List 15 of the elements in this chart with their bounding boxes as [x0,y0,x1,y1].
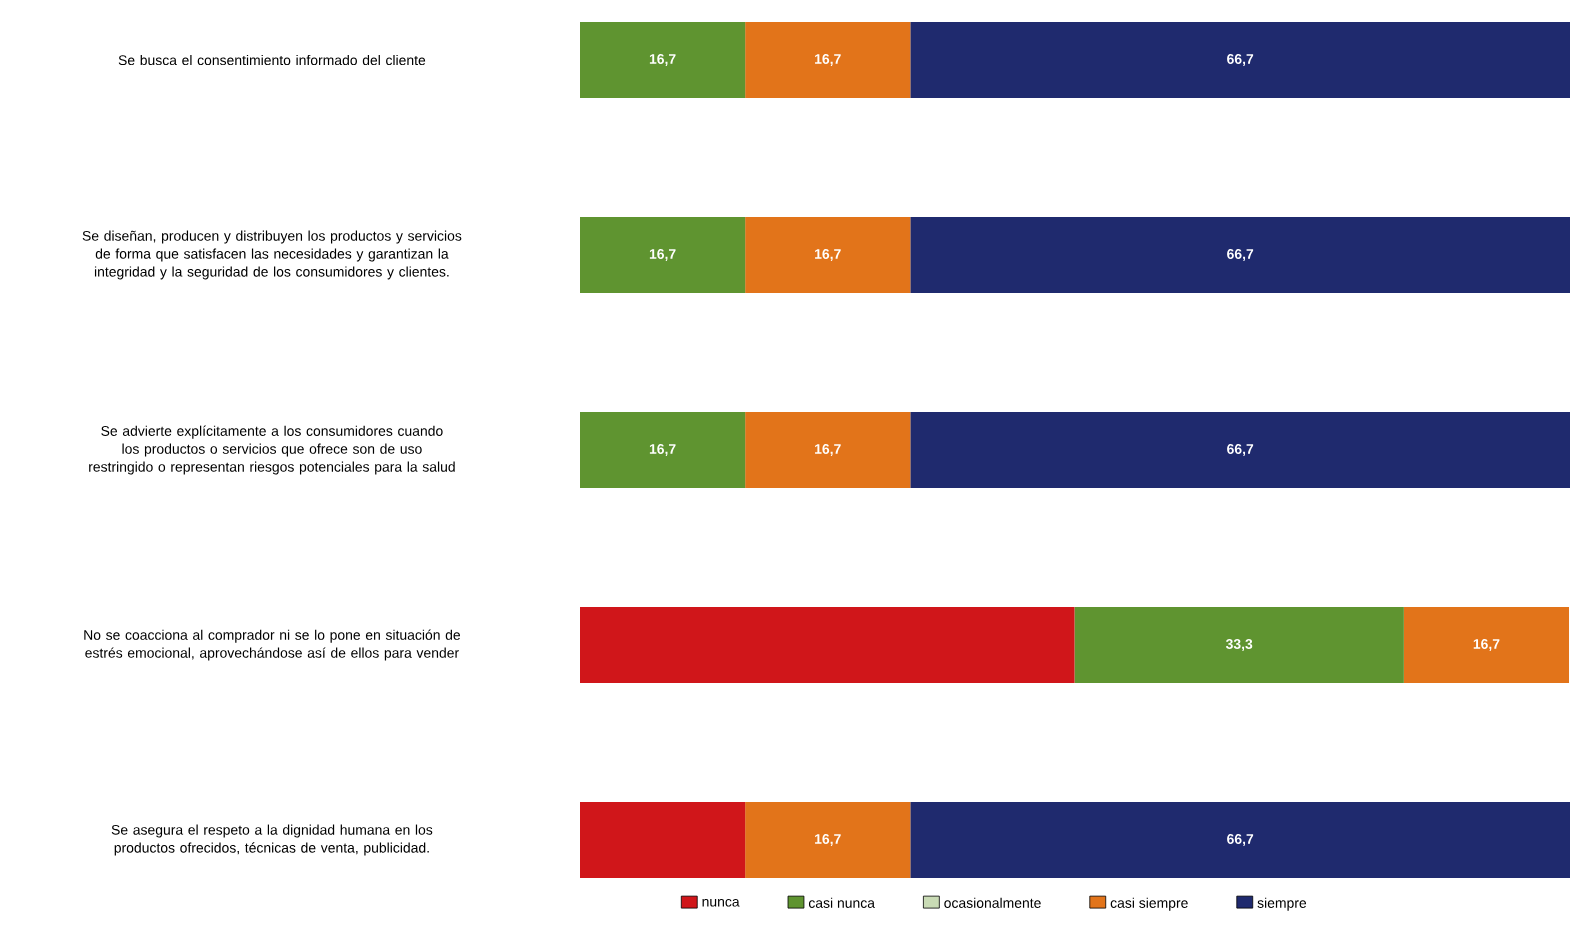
bar [580,802,746,879]
bar [580,217,746,294]
bar [580,607,1075,684]
bar [745,412,911,489]
bar [910,22,1570,98]
bar [1403,607,1570,684]
bar [745,217,911,294]
bar [1074,607,1404,684]
bar [910,217,1570,294]
bar [580,22,746,98]
bar [910,802,1570,879]
bar [580,412,746,489]
bar [745,22,911,98]
bar [745,802,911,879]
bar [910,412,1570,489]
